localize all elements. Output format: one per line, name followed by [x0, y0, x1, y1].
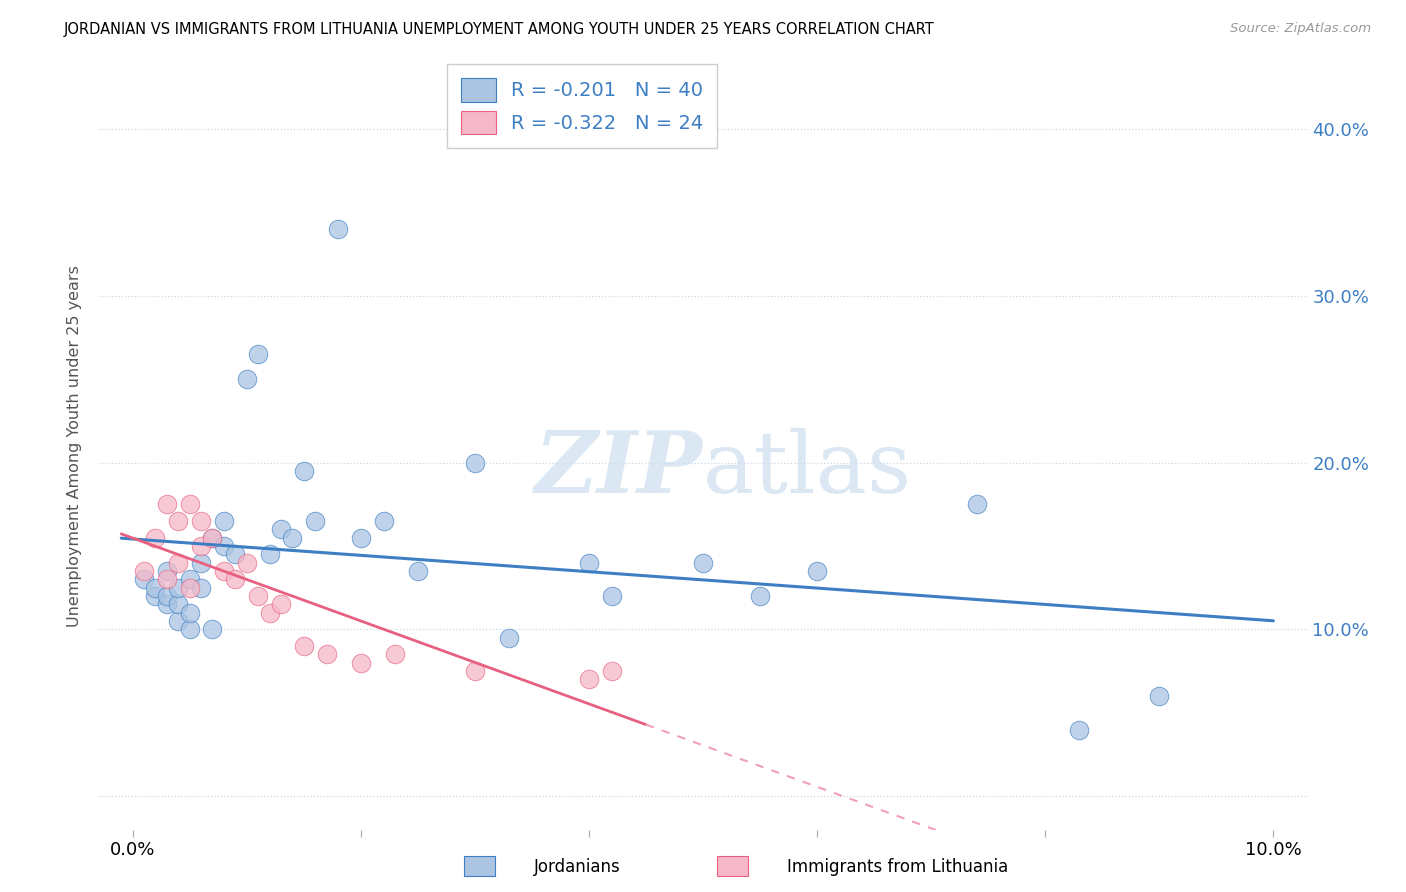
Point — [156, 573, 179, 587]
Text: JORDANIAN VS IMMIGRANTS FROM LITHUANIA UNEMPLOYMENT AMONG YOUTH UNDER 25 YEARS C: JORDANIAN VS IMMIGRANTS FROM LITHUANIA U… — [63, 22, 934, 37]
Point — [132, 564, 155, 578]
Point — [692, 556, 714, 570]
Point — [156, 564, 179, 578]
Point — [190, 514, 212, 528]
Point — [167, 598, 190, 612]
Point — [167, 581, 190, 595]
Point — [235, 372, 257, 386]
Point — [145, 531, 167, 545]
Point — [156, 589, 179, 603]
Point — [326, 222, 349, 236]
Point — [749, 589, 772, 603]
Point — [578, 673, 600, 687]
Point — [259, 606, 281, 620]
Point — [179, 581, 201, 595]
Point — [464, 456, 486, 470]
Point — [1149, 689, 1171, 703]
Point — [315, 648, 337, 662]
Point — [292, 639, 315, 653]
Point — [600, 664, 623, 678]
Point — [966, 497, 988, 511]
Point — [498, 631, 520, 645]
Point — [600, 589, 623, 603]
Point — [179, 497, 201, 511]
Point — [373, 514, 395, 528]
Point — [190, 581, 212, 595]
Point — [224, 573, 246, 587]
Point — [145, 581, 167, 595]
Point — [806, 564, 828, 578]
Point — [1069, 723, 1091, 737]
Text: Source: ZipAtlas.com: Source: ZipAtlas.com — [1230, 22, 1371, 36]
Point — [132, 573, 155, 587]
Point — [247, 589, 270, 603]
Point — [224, 548, 246, 562]
FancyBboxPatch shape — [464, 856, 495, 876]
Point — [179, 623, 201, 637]
FancyBboxPatch shape — [717, 856, 748, 876]
Text: Jordanians: Jordanians — [534, 858, 621, 876]
Legend: R = -0.201   N = 40, R = -0.322   N = 24: R = -0.201 N = 40, R = -0.322 N = 24 — [447, 64, 717, 148]
Point — [201, 531, 224, 545]
Point — [270, 522, 292, 536]
Point — [464, 664, 486, 678]
Point — [179, 573, 201, 587]
Point — [201, 623, 224, 637]
Point — [156, 497, 179, 511]
Point — [281, 531, 304, 545]
Point — [235, 556, 257, 570]
Point — [145, 589, 167, 603]
Y-axis label: Unemployment Among Youth under 25 years: Unemployment Among Youth under 25 years — [67, 265, 83, 627]
Point — [406, 564, 429, 578]
Point — [247, 347, 270, 361]
Point — [578, 556, 600, 570]
Text: ZIP: ZIP — [536, 427, 703, 511]
Point — [179, 606, 201, 620]
Point — [350, 531, 373, 545]
Point — [167, 614, 190, 628]
Point — [259, 548, 281, 562]
Point — [212, 539, 235, 553]
Point — [156, 598, 179, 612]
Point — [190, 539, 212, 553]
Point — [304, 514, 326, 528]
Text: Immigrants from Lithuania: Immigrants from Lithuania — [787, 858, 1008, 876]
Point — [384, 648, 406, 662]
Point — [292, 464, 315, 478]
Point — [167, 556, 190, 570]
Point — [270, 598, 292, 612]
Point — [212, 564, 235, 578]
Point — [350, 656, 373, 670]
Text: atlas: atlas — [703, 427, 912, 510]
Point — [201, 531, 224, 545]
Point — [190, 556, 212, 570]
Point — [167, 514, 190, 528]
Point — [212, 514, 235, 528]
